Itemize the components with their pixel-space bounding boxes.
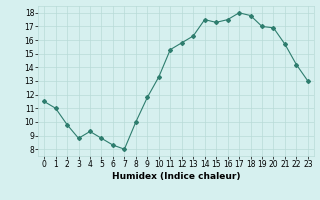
X-axis label: Humidex (Indice chaleur): Humidex (Indice chaleur): [112, 172, 240, 181]
